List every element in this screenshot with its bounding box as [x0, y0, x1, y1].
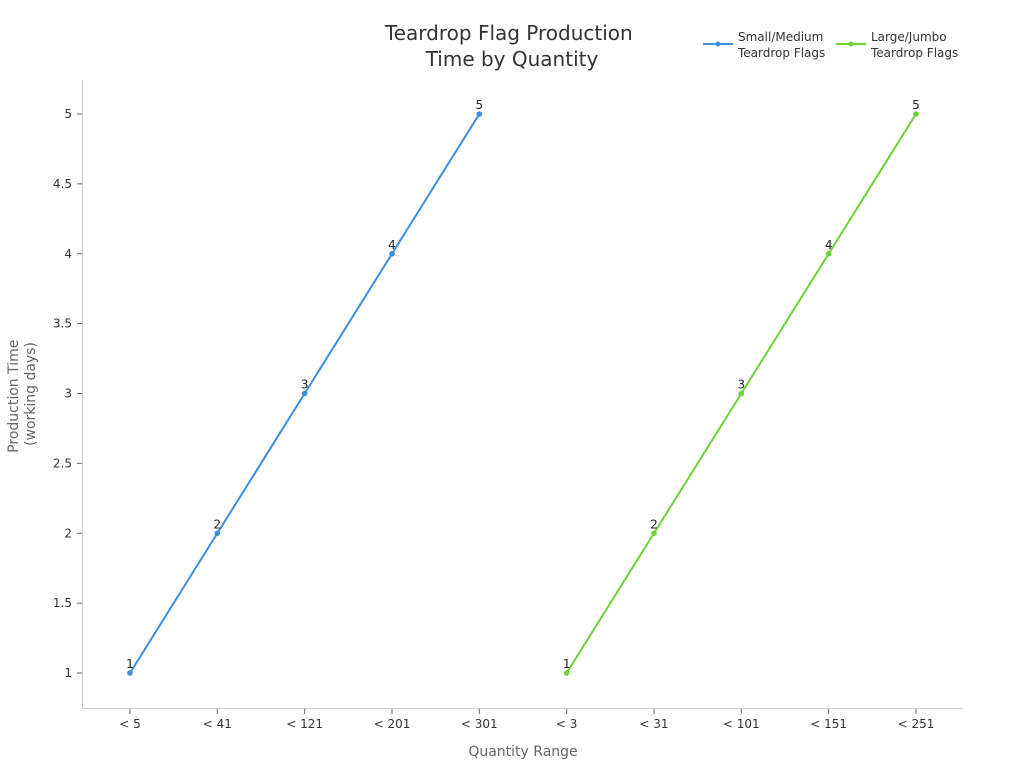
- legend-label-line: Teardrop Flags: [870, 46, 958, 60]
- y-tick-label: 5: [64, 107, 72, 121]
- data-point: [301, 390, 308, 397]
- y-axis-label-line-1: Production Time: [6, 340, 22, 453]
- data-point: [738, 390, 745, 397]
- data-label: 4: [388, 238, 396, 252]
- y-tick-label: 2.5: [53, 456, 72, 470]
- y-tick-label: 3.5: [53, 317, 72, 331]
- x-tick-label: < 121: [286, 717, 323, 731]
- legend-label-line: Teardrop Flags: [737, 46, 825, 60]
- data-point: [389, 250, 395, 257]
- y-tick-label: 1: [64, 666, 72, 680]
- x-tick-label: < 301: [461, 717, 498, 731]
- data-point: [651, 530, 657, 537]
- data-label: 4: [825, 238, 833, 252]
- x-tick-label: < 31: [639, 717, 668, 731]
- legend-label: Large/Jumbo Teardrop Flags: [870, 30, 958, 60]
- y-tick-label: 1.5: [53, 596, 72, 610]
- chart-title-line-2: Time by Quantity: [425, 47, 599, 71]
- legend-label-line: Small/Medium: [738, 30, 823, 44]
- legend-label: Small/Medium Teardrop Flags: [737, 30, 825, 60]
- data-point: [825, 250, 832, 257]
- x-tick-label: < 201: [374, 717, 411, 731]
- legend-label-line: Large/Jumbo: [871, 30, 947, 44]
- y-tick-label: 4.5: [53, 177, 72, 191]
- data-label: 5: [475, 98, 483, 112]
- y-tick-label: 3: [64, 387, 72, 401]
- data-point: [563, 670, 570, 676]
- chart-title: Teardrop Flag Production Time by Quantit…: [384, 21, 639, 71]
- x-axis-label: Quantity Range: [468, 744, 577, 760]
- chart-title-line-1: Teardrop Flag Production: [384, 21, 633, 45]
- data-point: [214, 530, 221, 537]
- legend-marker: [848, 41, 854, 47]
- x-tick-label: < 251: [898, 717, 935, 731]
- legend-marker: [715, 41, 721, 47]
- y-axis-label-line-2: (working days): [23, 342, 39, 446]
- data-label: 2: [214, 517, 222, 531]
- x-tick-label: < 41: [203, 717, 232, 731]
- y-axis-label: Production Time (working days): [6, 335, 39, 453]
- data-point: [476, 111, 483, 117]
- data-label: 3: [737, 378, 745, 392]
- data-label: 5: [912, 98, 920, 112]
- data-label: 3: [301, 378, 309, 392]
- data-point: [127, 670, 133, 676]
- data-point: [913, 111, 919, 117]
- data-label: 1: [563, 657, 571, 671]
- x-tick-label: < 151: [810, 717, 847, 731]
- data-label: 2: [650, 517, 658, 531]
- data-label: 1: [126, 657, 134, 671]
- y-tick-label: 4: [64, 247, 72, 261]
- x-tick-label: < 3: [556, 717, 578, 731]
- y-tick-label: 2: [64, 526, 72, 540]
- x-tick-label: < 5: [119, 717, 141, 731]
- x-tick-label: < 101: [723, 717, 760, 731]
